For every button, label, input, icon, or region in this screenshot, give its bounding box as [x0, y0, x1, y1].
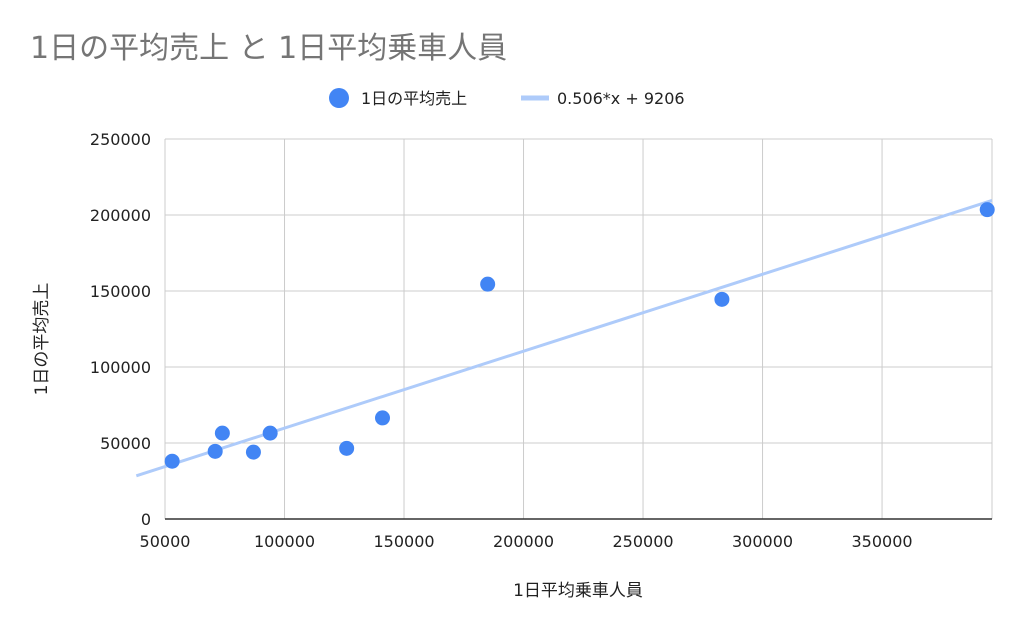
x-tick-label: 250000 — [612, 532, 673, 551]
legend-marker-series — [329, 88, 349, 108]
x-tick-label: 100000 — [254, 532, 315, 551]
data-point — [375, 410, 391, 426]
trendline — [135, 199, 993, 478]
data-point — [714, 291, 730, 307]
y-tick-labels: 0 50000 100000 150000 200000 250000 — [90, 130, 151, 529]
y-tick-label: 200000 — [90, 206, 151, 225]
data-point — [164, 453, 180, 469]
legend-label-trendline: 0.506*x + 9206 — [557, 89, 685, 108]
legend-label-series: 1日の平均売上 — [361, 89, 467, 108]
data-point — [214, 425, 230, 441]
x-tick-label: 150000 — [373, 532, 434, 551]
data-point — [245, 444, 261, 460]
y-axis-title: 1日の平均売上 — [32, 283, 52, 396]
x-tick-label: 50000 — [140, 532, 191, 551]
y-tick-label: 150000 — [90, 282, 151, 301]
x-tick-labels: 50000 100000 150000 200000 250000 300000 35000… — [140, 532, 913, 551]
x-tick-label: 350000 — [852, 532, 913, 551]
grid-lines — [164, 138, 993, 519]
data-point — [339, 440, 355, 456]
data-point — [480, 276, 496, 292]
y-tick-label: 100000 — [90, 358, 151, 377]
x-tick-label: 200000 — [493, 532, 554, 551]
y-tick-label: 250000 — [90, 130, 151, 149]
data-point — [207, 443, 223, 459]
data-point — [979, 202, 995, 218]
y-tick-label: 50000 — [100, 434, 151, 453]
data-points — [164, 202, 995, 469]
y-tick-label: 0 — [141, 510, 151, 529]
x-tick-label: 300000 — [732, 532, 793, 551]
chart-title: 1日の平均売上 と 1日平均乗車人員 — [30, 31, 507, 66]
legend: 1日の平均売上 0.506*x + 9206 — [329, 88, 685, 108]
x-axis-title: 1日平均乗車人員 — [513, 581, 643, 601]
data-point — [262, 425, 278, 441]
